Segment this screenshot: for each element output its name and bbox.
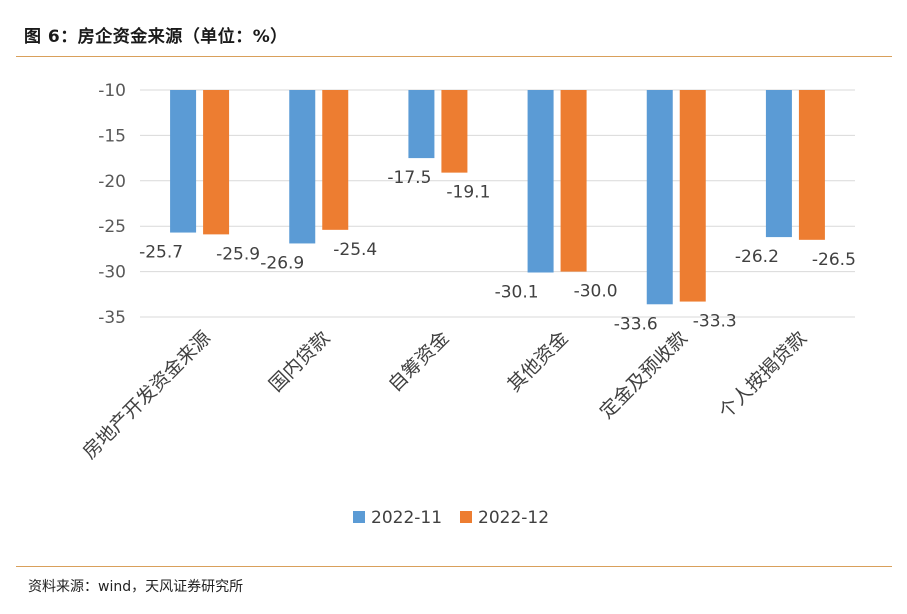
bar-chart: -10-15-20-25-30-35 -25.7 -25.9 -26.9-25.4-… [79, 81, 856, 528]
data-label: -33.6 [614, 314, 658, 334]
footer-rule [16, 566, 892, 567]
data-label: -26.5 [812, 250, 856, 270]
data-label: -26.9 [260, 253, 304, 273]
bar-2022-11 [646, 90, 673, 305]
data-label: -30.1 [495, 283, 539, 303]
bar-2022-12 [322, 90, 349, 230]
data-label: -26.2 [735, 247, 779, 267]
data-labels: -25.7 -25.9 -26.9 -25.4 -17.5 -19.1 -30.1 -30.0… [139, 168, 856, 334]
bar-2022-12 [441, 90, 468, 173]
data-label: -33.3 [693, 312, 737, 332]
x-category-label: 自筹资金 [384, 327, 453, 396]
bar-2022-11 [289, 90, 316, 244]
page-title: 图 6：房企资金来源（单位：%） [24, 27, 288, 47]
data-label: -17.5 [387, 168, 431, 188]
x-category-label: 国内贷款 [265, 327, 334, 396]
y-tick-label: -15 [98, 126, 126, 146]
header-rule [16, 56, 892, 57]
y-tick-label: -30 [98, 263, 126, 283]
y-tick-label: -10 [98, 81, 126, 101]
bar-2022-11 [765, 90, 792, 238]
bars [170, 90, 825, 305]
bar-2022-11 [527, 90, 554, 273]
x-category-label: 定金及预收款 [596, 327, 692, 423]
y-tick-label: -20 [98, 172, 126, 192]
gridlines [140, 89, 855, 318]
data-label: -30.0 [574, 282, 618, 302]
data-label: -25.4 [333, 240, 377, 260]
x-category-label: 其他资金 [503, 327, 572, 396]
y-tick-label: -25 [98, 217, 126, 237]
bar-2022-11 [408, 90, 435, 159]
bar-2022-11 [170, 90, 197, 233]
x-category-label: 个人按揭贷款 [715, 327, 811, 423]
bar-2022-12 [798, 90, 825, 240]
bar-2022-12 [560, 90, 587, 272]
data-label: -19.1 [446, 183, 490, 203]
x-category-label: 房地产开发资金来源 [79, 327, 215, 463]
bar-2022-12 [203, 90, 230, 235]
legend-swatch [353, 511, 365, 523]
y-tick-label: -35 [98, 308, 126, 328]
y-axis: -10 -15 -20 -25 -30 -35 [98, 81, 126, 328]
bar-2022-12 [679, 90, 706, 302]
x-axis: 房地产开发资金来源 国内贷款 自筹资金 其他资金 定金及预收款 个人按揭贷款 [79, 327, 811, 463]
data-label: -25.9 [216, 244, 260, 264]
data-label: -25.7 [139, 243, 183, 263]
legend: 2022-11 2022-12 [353, 508, 549, 528]
legend-label: 2022-12 [478, 508, 549, 528]
legend-swatch [460, 511, 472, 523]
source-note: 资料来源：wind，天风证券研究所 [28, 579, 244, 595]
legend-label: 2022-11 [371, 508, 442, 528]
